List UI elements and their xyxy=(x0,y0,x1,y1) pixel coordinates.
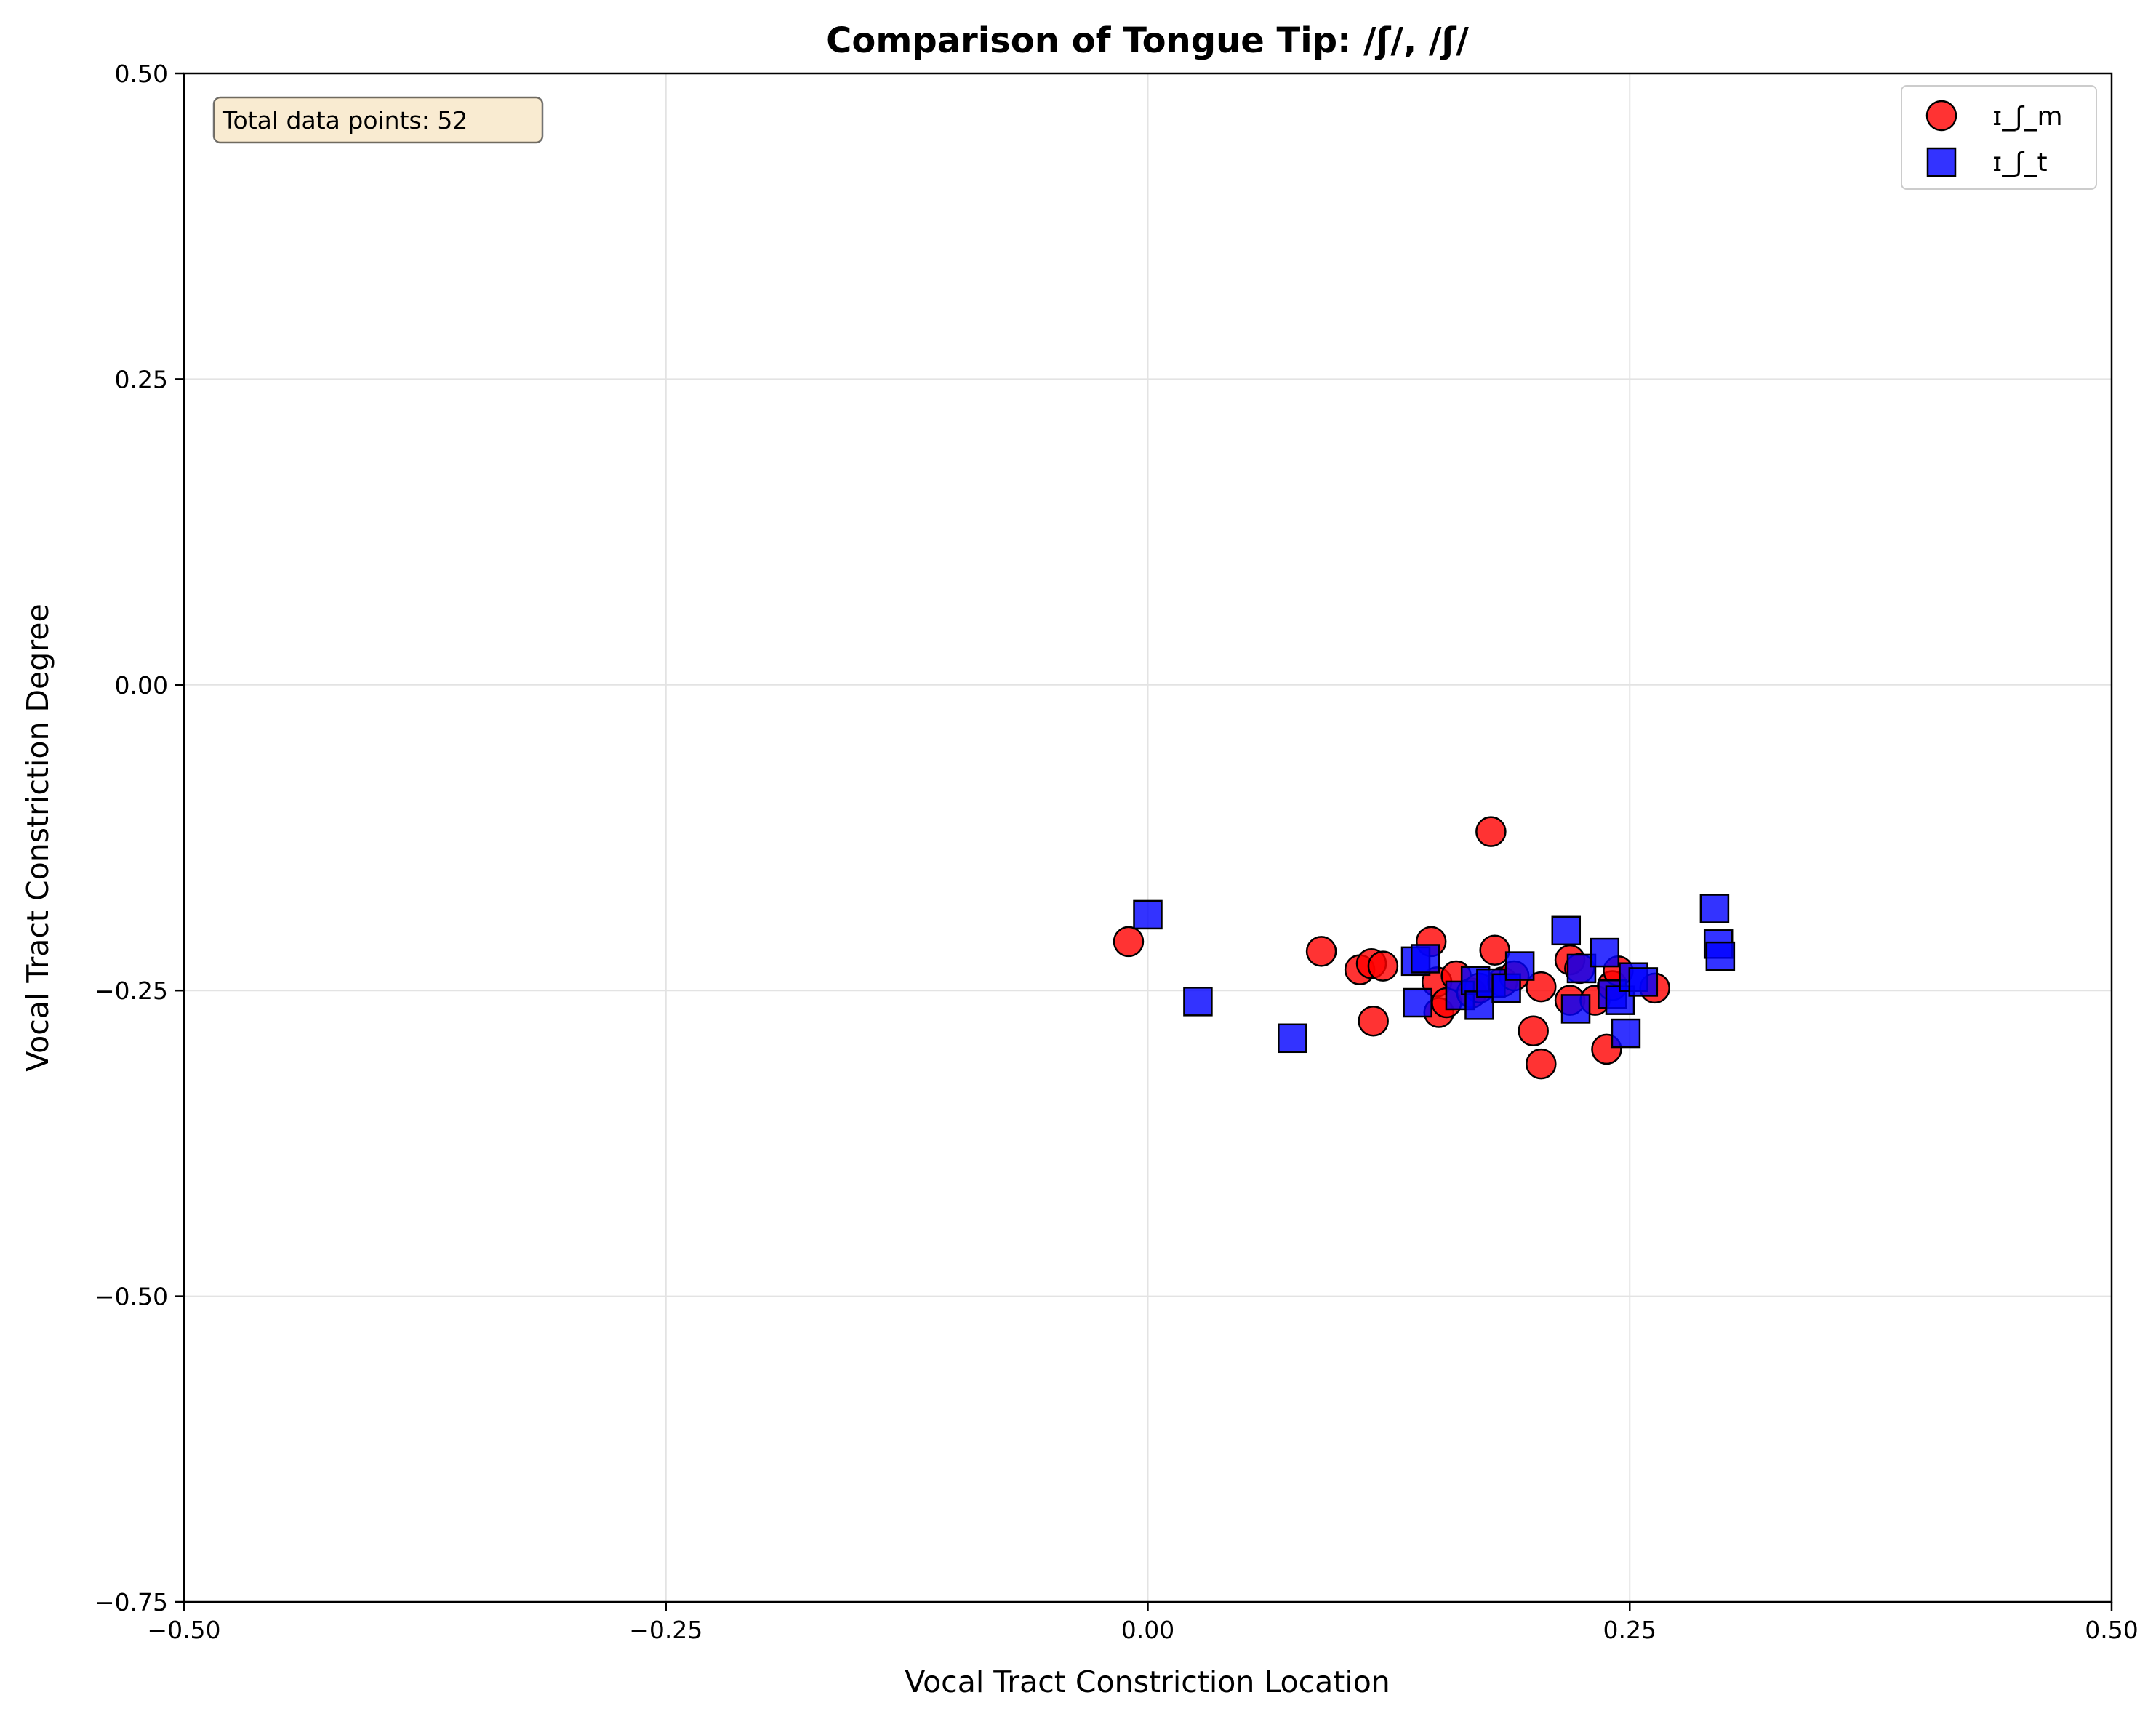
legend: ɪ_ʃ_m ɪ_ʃ_t xyxy=(1901,85,2097,190)
data-point-series-1 xyxy=(1367,950,1399,982)
y-tick-label: 0.50 xyxy=(115,60,168,88)
data-point-series-2 xyxy=(1590,937,1620,968)
data-points xyxy=(1113,816,1736,1080)
legend-marker-series-2 xyxy=(1926,147,1957,177)
y-tick-label: −0.75 xyxy=(95,1588,168,1616)
legend-marker-series-1 xyxy=(1925,100,1957,132)
data-point-series-2 xyxy=(1504,951,1535,981)
y-tick-label: 0.25 xyxy=(115,365,168,393)
data-point-series-2 xyxy=(1560,994,1591,1024)
data-point-series-2 xyxy=(1183,987,1213,1017)
legend-label-series-2: ɪ_ʃ_t xyxy=(1992,148,2048,177)
x-tick-label: 0.00 xyxy=(1121,1616,1174,1644)
data-point-series-2 xyxy=(1628,967,1659,997)
data-point-series-2 xyxy=(1699,894,1730,923)
data-point-series-2 xyxy=(1705,941,1736,971)
grid-lines xyxy=(183,73,2112,1603)
data-point-series-2 xyxy=(1403,987,1432,1018)
x-tick-label: −0.50 xyxy=(147,1616,220,1644)
data-point-series-2 xyxy=(1133,899,1163,930)
data-point-series-2 xyxy=(1551,915,1582,946)
y-tick-label: 0.00 xyxy=(115,671,168,700)
x-tick-label: 0.25 xyxy=(1603,1616,1656,1644)
y-tick-label: −0.50 xyxy=(95,1283,168,1311)
data-point-series-1 xyxy=(1475,816,1507,847)
data-point-series-2 xyxy=(1611,1018,1641,1049)
x-tick-label: −0.25 xyxy=(629,1616,702,1644)
data-point-series-1 xyxy=(1113,926,1145,958)
y-tick-label: −0.25 xyxy=(95,977,168,1005)
chart-title: Comparison of Tongue Tip: /ʃ/, /ʃ/ xyxy=(826,20,1469,61)
data-point-series-1 xyxy=(1518,1015,1549,1046)
legend-label-series-1: ɪ_ʃ_m xyxy=(1992,102,2063,132)
x-axis-label: Vocal Tract Constriction Location xyxy=(905,1664,1390,1699)
data-point-series-1 xyxy=(1305,936,1337,967)
axis-ticks: −0.50 −0.25 0.00 0.25 0.50−0.75−0.50−0.250.0… xyxy=(95,60,2139,1644)
annotation-box: Total data points: 52 xyxy=(212,96,544,144)
x-tick-label: 0.50 xyxy=(2085,1616,2138,1644)
annotation-text: Total data points: 52 xyxy=(222,106,468,135)
data-point-series-2 xyxy=(1278,1023,1307,1054)
data-point-series-1 xyxy=(1526,1048,1557,1080)
y-axis-label: Vocal Tract Constriction Degree xyxy=(20,604,55,1071)
data-point-series-1 xyxy=(1358,1005,1389,1037)
data-point-series-2 xyxy=(1410,944,1440,974)
data-point-series-1 xyxy=(1479,934,1510,966)
